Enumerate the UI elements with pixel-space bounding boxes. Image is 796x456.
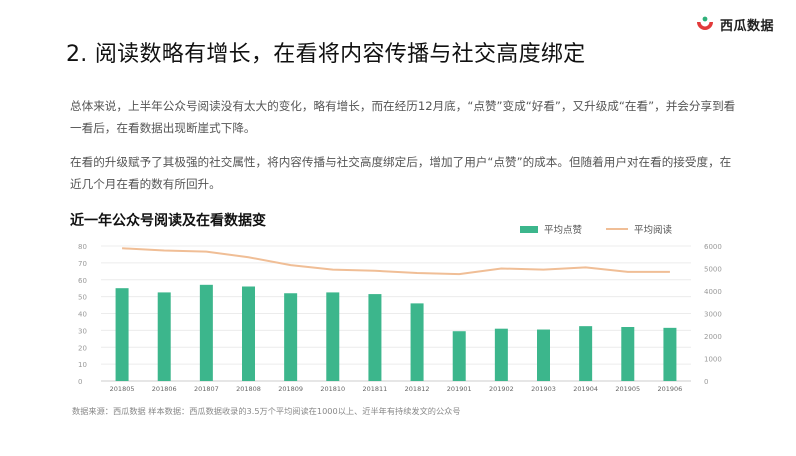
legend-item-likes: 平均点赞 <box>520 222 582 236</box>
x-tick-label: 201807 <box>194 385 219 393</box>
legend-item-reads: 平均阅读 <box>606 222 672 236</box>
y-left-tick-label: 80 <box>78 243 87 251</box>
y-left-tick-label: 30 <box>78 327 87 335</box>
bar-likes <box>368 294 382 381</box>
x-tick-label: 201811 <box>363 385 388 393</box>
bar-likes <box>452 331 466 381</box>
x-tick-label: 201809 <box>278 385 303 393</box>
page-title: 2. 阅读数略有增长，在看将内容传播与社交高度绑定 <box>66 42 586 67</box>
y-right-tick-label: 6000 <box>704 243 722 251</box>
x-tick-label: 201808 <box>236 385 261 393</box>
y-left-tick-label: 50 <box>78 294 87 302</box>
summary-paragraph-1: 总体来说，上半年公众号阅读没有太大的变化，略有增长，而在经历12月底，“点赞”变… <box>70 99 736 135</box>
chart-title: 近一年公众号阅读及在看数据变 <box>70 213 266 229</box>
y-right-tick-label: 2000 <box>704 333 722 341</box>
y-right-tick-label: 0 <box>704 378 708 386</box>
bar-likes <box>537 329 550 381</box>
brand-logo: 西瓜数据 <box>695 14 774 34</box>
legend-label-reads: 平均阅读 <box>634 225 673 236</box>
x-tick-label: 201904 <box>573 385 598 393</box>
x-tick-label: 201903 <box>531 385 556 393</box>
bar-likes <box>326 292 340 381</box>
bar-likes <box>663 327 677 381</box>
bar-likes <box>410 303 424 381</box>
y-right-tick-label: 4000 <box>704 288 722 296</box>
x-tick-label: 201806 <box>152 385 177 393</box>
y-left-tick-label: 60 <box>78 277 87 285</box>
x-tick-label: 201906 <box>658 385 683 393</box>
y-right-tick-label: 1000 <box>704 356 722 364</box>
bar-likes <box>157 292 171 381</box>
legend-bar-swatch <box>520 225 538 233</box>
chart-legend: 平均点赞 平均阅读 <box>520 222 696 236</box>
y-left-tick-label: 20 <box>78 344 87 352</box>
legend-label-likes: 平均点赞 <box>544 225 583 236</box>
bar-likes <box>284 293 298 381</box>
y-right-tick-label: 5000 <box>704 266 722 274</box>
x-tick-label: 201902 <box>489 385 514 393</box>
y-right-tick-label: 3000 <box>704 311 722 319</box>
data-source-note: 数据来源：西瓜数据 样本数据：西瓜数据收录的3.5万个平均阅读在1000以上、近… <box>72 406 461 416</box>
bar-likes <box>242 286 255 381</box>
bar-likes <box>579 326 593 381</box>
bar-likes <box>621 327 635 381</box>
watermelon-logo-icon <box>696 16 713 30</box>
y-left-tick-label: 10 <box>78 361 87 369</box>
bar-likes <box>115 288 129 381</box>
x-tick-label: 201805 <box>110 385 135 393</box>
summary-paragraph-2: 在看的升级赋予了其极强的社交属性，将内容传播与社交高度绑定后，增加了用户“点赞”… <box>70 155 732 191</box>
x-tick-label: 201901 <box>447 385 472 393</box>
y-left-tick-label: 40 <box>78 311 87 319</box>
y-left-tick-label: 70 <box>78 260 87 268</box>
x-tick-label: 201812 <box>405 385 430 393</box>
brand-name: 西瓜数据 <box>719 18 774 34</box>
line-reads <box>122 247 670 276</box>
y-left-tick-label: 0 <box>78 378 82 386</box>
bar-likes <box>199 284 213 381</box>
legend-line-swatch <box>606 228 629 230</box>
bar-likes <box>494 328 508 381</box>
x-tick-label: 201810 <box>320 385 345 393</box>
x-tick-label: 201905 <box>615 385 640 393</box>
